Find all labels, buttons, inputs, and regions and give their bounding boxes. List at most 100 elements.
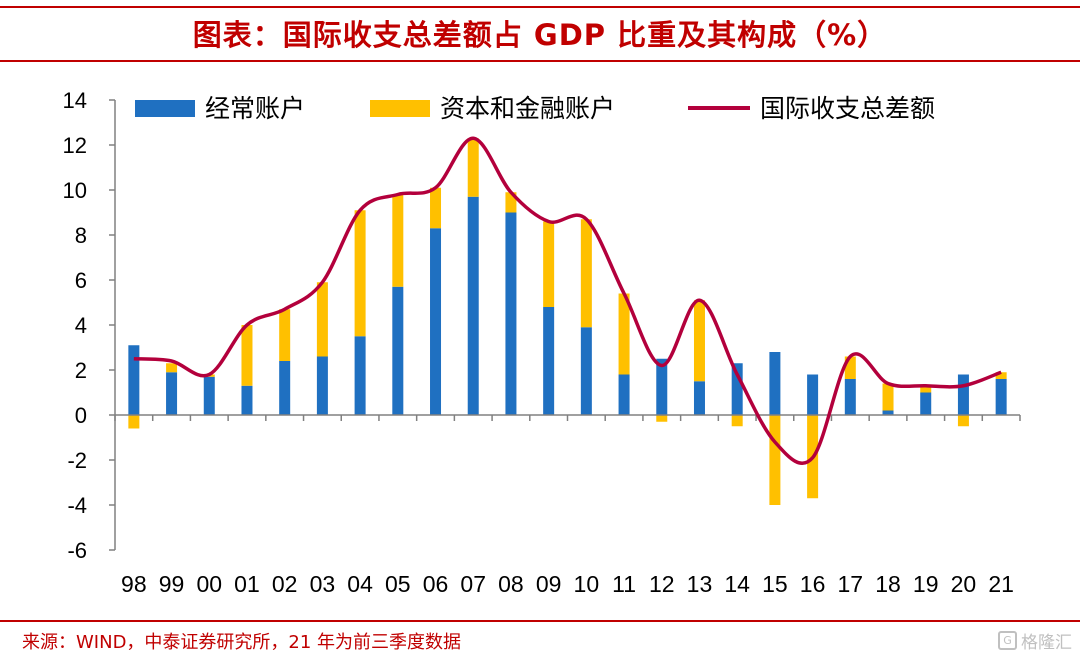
x-tick-label: 15 <box>762 571 788 597</box>
x-tick-label: 08 <box>498 571 524 597</box>
current-account-bar <box>693 381 705 415</box>
capital-financial-account-bar <box>392 194 404 287</box>
current-account-bar <box>241 385 253 415</box>
current-account-bar <box>580 327 592 415</box>
x-axis: 98 99 00 01 02 03 04 05 06 07 08 09 10 11 12 13 14 15 16 17… <box>114 414 1021 597</box>
y-tick-label: 12 <box>63 133 87 158</box>
legend-current-account: 经常账户 <box>135 94 305 123</box>
current-account-bar <box>392 286 404 415</box>
bottom-rule <box>0 620 1080 622</box>
legend-current-account-label: 经常账户 <box>205 94 305 123</box>
legend-total-balance-label: 国际收支总差额 <box>760 94 935 123</box>
y-tick-label: 6 <box>75 268 87 293</box>
current-account-bar <box>844 379 856 415</box>
capital-financial-account-bar <box>731 415 743 427</box>
title-rule <box>0 60 1080 62</box>
current-account-bar <box>430 228 442 415</box>
x-tick-label: 11 <box>612 571 636 597</box>
x-tick-label: 13 <box>687 571 713 597</box>
x-tick-label: 17 <box>838 571 864 597</box>
current-account-bar <box>505 212 517 415</box>
chart-title: 图表：国际收支总差额占 GDP 比重及其构成（%） <box>192 18 888 52</box>
x-tick-label: 04 <box>347 571 373 597</box>
current-account-bar <box>316 356 328 415</box>
y-tick-label: 4 <box>75 313 87 338</box>
current-account-bar <box>807 374 819 415</box>
x-tick-label: 05 <box>385 571 411 597</box>
top-rule <box>0 6 1080 8</box>
x-tick-label: 02 <box>272 571 298 597</box>
legend: 经常账户 资本和金融账户 国际收支总差额 <box>135 94 935 123</box>
capital-financial-account-bar <box>543 221 555 307</box>
current-account-bar <box>166 372 178 415</box>
legend-total-balance: 国际收支总差额 <box>688 94 935 123</box>
watermark-text: 格隆汇 <box>1021 633 1072 653</box>
capital-financial-account-bar <box>957 415 969 427</box>
capital-financial-account-bar <box>241 325 253 386</box>
x-tick-label: 12 <box>649 571 675 597</box>
x-tick-label: 00 <box>196 571 222 597</box>
y-tick-label: 14 <box>63 88 87 113</box>
x-tick-label: 16 <box>800 571 826 597</box>
capital-financial-account-bar <box>844 356 856 379</box>
y-tick-label: -6 <box>67 538 87 563</box>
current-account-bar <box>543 307 555 415</box>
x-tick-label: 21 <box>988 571 1014 597</box>
legend-capital-financial-account-swatch <box>370 100 430 117</box>
capital-financial-account-bar <box>995 372 1007 379</box>
x-tick-label: 99 <box>159 571 185 597</box>
current-account-bar <box>920 392 932 415</box>
gelonghui-logo-icon: G <box>998 631 1017 650</box>
x-tick-label: 18 <box>875 571 901 597</box>
x-tick-label: 07 <box>460 571 486 597</box>
y-tick-label: -2 <box>67 448 87 473</box>
capital-financial-account-bar <box>316 282 328 357</box>
current-account-bar <box>731 363 743 415</box>
x-tick-label: 19 <box>913 571 939 597</box>
y-tick-label: 0 <box>75 403 87 428</box>
y-tick-label: -4 <box>67 493 87 518</box>
capital-financial-account-bar <box>769 415 781 505</box>
total-balance-line <box>133 136 1002 465</box>
capital-financial-account-bar <box>505 192 517 213</box>
x-tick-label: 98 <box>121 571 147 597</box>
x-tick-label: 10 <box>574 571 600 597</box>
capital-financial-account-bar <box>693 300 705 382</box>
current-account-bar <box>279 361 291 415</box>
current-account-bar <box>203 376 215 415</box>
y-tick-label: 2 <box>75 358 87 383</box>
y-axis: -6 -4 -2 0 2 4 6 8 10 12 14 <box>63 88 116 563</box>
y-tick-label: 10 <box>63 178 87 203</box>
capital-financial-account-bar <box>128 415 140 429</box>
current-account-bar <box>882 410 894 415</box>
capital-financial-account-bar <box>430 187 442 229</box>
capital-financial-account-bar <box>279 309 291 361</box>
capital-financial-account-bar <box>467 138 479 197</box>
x-tick-label: 14 <box>724 571 750 597</box>
capital-financial-account-bar <box>580 219 592 328</box>
current-account-bar <box>995 379 1007 415</box>
current-account-bar <box>618 374 630 415</box>
capital-financial-account-bar <box>882 383 894 411</box>
x-tick-label: 01 <box>234 571 260 597</box>
current-account-bar <box>467 196 479 415</box>
x-tick-label: 20 <box>951 571 977 597</box>
watermark: G 格隆汇 <box>998 628 1072 653</box>
capital-financial-account-bar <box>656 415 668 422</box>
capital-financial-account-bar <box>920 385 932 393</box>
current-account-bar <box>128 345 140 415</box>
current-account-bar <box>656 358 668 415</box>
current-account-bar <box>769 352 781 415</box>
legend-capital-financial-account-label: 资本和金融账户 <box>440 94 615 123</box>
x-tick-label: 03 <box>310 571 336 597</box>
current-account-bar <box>957 374 969 415</box>
y-tick-label: 8 <box>75 223 87 248</box>
capital-financial-account-bar <box>166 363 178 373</box>
x-tick-label: 09 <box>536 571 562 597</box>
current-account-bar <box>354 336 366 415</box>
capital-financial-account-bar <box>618 293 630 375</box>
source-note: 来源：WIND，中泰证券研究所，21 年为前三季度数据 <box>22 632 462 653</box>
x-tick-label: 06 <box>423 571 449 597</box>
legend-current-account-swatch <box>135 100 195 117</box>
